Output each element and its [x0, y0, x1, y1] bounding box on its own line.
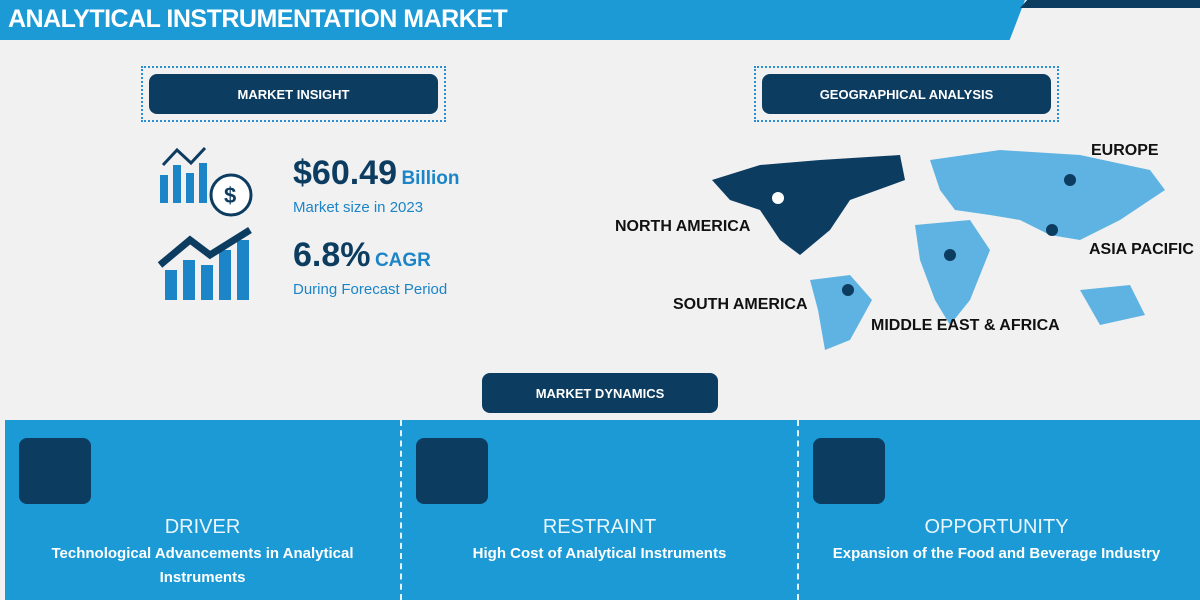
- cagr-value: 6.8%: [293, 236, 371, 274]
- dollar-lightbulb-icon: [813, 438, 885, 504]
- region-asia-pacific: ASIA PACIFIC: [1089, 241, 1194, 258]
- cagr-stat: 6.8% CAGR During Forecast Period: [293, 236, 447, 298]
- svg-text:$: $: [224, 183, 236, 208]
- region-middle-east-africa: MIDDLE EAST & AFRICA: [871, 317, 1060, 334]
- opportunity-heading: OPPORTUNITY: [924, 516, 1069, 538]
- restraint-text: High Cost of Analytical Instruments: [472, 545, 727, 562]
- cagr-label: During Forecast Period: [293, 281, 448, 298]
- bar-chart-dollar-icon: $: [157, 146, 253, 300]
- opportunity-card: OPPORTUNITY Expansion of the Food and Be…: [799, 420, 1194, 600]
- header-bar: [0, 0, 1025, 40]
- geo-analysis-section: GEOGRAPHICAL ANALYSIS: [754, 66, 1059, 122]
- declining-chart-icon: [416, 438, 488, 504]
- geo-analysis-label: GEOGRAPHICAL ANALYSIS: [762, 74, 1051, 114]
- opportunity-text: Expansion of the Food and Beverage Indus…: [832, 545, 1161, 562]
- region-europe: EUROPE: [1091, 142, 1159, 159]
- market-size-label: Market size in 2023: [293, 199, 424, 216]
- region-north-america: NORTH AMERICA: [615, 218, 751, 235]
- market-size-stat: $60.49 Billion Market size in 2023: [293, 154, 460, 216]
- page-title: ANALYTICAL INSTRUMENTATION MARKET: [8, 5, 508, 33]
- market-insight-section: MARKET INSIGHT: [141, 66, 446, 122]
- driver-card: DRIVER Technological Advancements in Ana…: [5, 420, 400, 600]
- restraint-heading: RESTRAINT: [542, 516, 657, 538]
- market-size-unit: Billion: [401, 168, 460, 189]
- divider: [797, 420, 799, 600]
- restraint-card: RESTRAINT High Cost of Analytical Instru…: [402, 420, 797, 600]
- cagr-unit: CAGR: [374, 250, 431, 271]
- driver-heading: DRIVER: [164, 516, 241, 538]
- market-size-value: $60.49: [293, 154, 397, 192]
- header-accent: [1020, 0, 1200, 8]
- region-south-america: SOUTH AMERICA: [673, 296, 808, 313]
- world-map: [712, 150, 1165, 350]
- market-dynamics-label: MARKET DYNAMICS: [482, 373, 718, 413]
- driver-text: Technological Advancements in Analytical…: [51, 545, 354, 586]
- market-dynamics-panel: DRIVER Technological Advancements in Ana…: [5, 420, 1200, 600]
- monitor-analysis-icon: [19, 438, 91, 504]
- market-insight-label: MARKET INSIGHT: [149, 74, 438, 114]
- divider: [400, 420, 402, 600]
